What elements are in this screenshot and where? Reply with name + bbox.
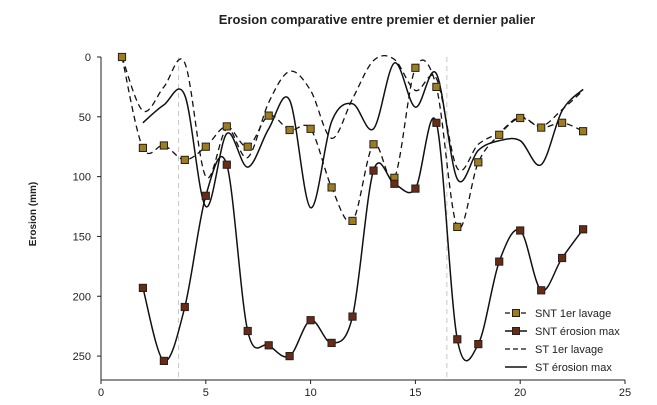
y-tick-label: 0 xyxy=(85,52,91,64)
data-point xyxy=(180,155,189,165)
data-point xyxy=(474,340,483,349)
data-point xyxy=(138,143,148,153)
series-layer xyxy=(117,52,588,365)
data-point xyxy=(180,302,189,312)
data-point xyxy=(411,184,420,193)
data-point xyxy=(579,225,588,234)
series-line xyxy=(121,56,584,230)
legend-label: SNT 1er lavage xyxy=(535,308,611,320)
series-1 xyxy=(138,117,588,365)
y-tick-label: 150 xyxy=(73,231,91,243)
legend-item: ST érosion max xyxy=(505,362,612,374)
data-point xyxy=(201,191,210,200)
data-point xyxy=(537,123,546,132)
data-point xyxy=(579,127,588,136)
series-line xyxy=(142,117,584,362)
x-tick-label: 5 xyxy=(203,387,209,399)
data-point xyxy=(558,118,567,127)
legend: SNT 1er lavage SNT érosion max ST 1er lava… xyxy=(505,308,620,374)
series-3 xyxy=(142,62,584,209)
data-point xyxy=(516,226,525,235)
legend-label: ST érosion max xyxy=(535,362,612,374)
data-point xyxy=(159,356,169,365)
y-tick-label: 50 xyxy=(79,112,91,124)
data-point xyxy=(432,118,441,127)
data-point xyxy=(369,166,378,175)
y-tick-label: 250 xyxy=(73,351,91,363)
x-tick-label: 20 xyxy=(514,387,526,399)
legend-label: ST 1er lavage xyxy=(535,344,603,356)
data-point xyxy=(327,183,336,192)
legend-item: SNT érosion max xyxy=(505,326,620,338)
data-point xyxy=(222,122,231,131)
legend-swatch-marker xyxy=(512,327,520,335)
data-point xyxy=(537,286,546,295)
data-point xyxy=(222,160,231,169)
data-point xyxy=(516,113,525,123)
data-point xyxy=(327,338,336,347)
x-tick-label: 0 xyxy=(98,387,104,399)
x-tick-label: 10 xyxy=(304,387,316,399)
data-point xyxy=(390,179,399,188)
data-point xyxy=(495,257,504,266)
data-point xyxy=(453,335,462,344)
data-point xyxy=(306,316,315,325)
data-point xyxy=(453,222,462,232)
y-axis-label: Erosion (mm) xyxy=(28,182,39,246)
legend-item: SNT 1er lavage xyxy=(505,308,611,320)
data-point xyxy=(558,253,567,263)
data-point xyxy=(201,142,210,151)
data-point xyxy=(432,82,441,92)
data-point xyxy=(243,142,252,151)
data-point xyxy=(264,111,273,120)
series-line xyxy=(142,62,584,209)
data-point xyxy=(138,283,148,292)
data-point xyxy=(474,158,483,167)
x-tick-label: 15 xyxy=(409,387,421,399)
data-point xyxy=(495,130,504,139)
x-tick-label: 25 xyxy=(619,387,631,399)
legend-swatch-marker xyxy=(512,309,520,317)
y-tick-label: 200 xyxy=(73,291,91,303)
data-point xyxy=(411,63,420,72)
series-2 xyxy=(121,55,584,179)
data-point xyxy=(243,326,252,336)
data-point xyxy=(369,140,378,149)
data-point xyxy=(285,125,294,135)
series-0 xyxy=(117,52,588,232)
data-point xyxy=(264,341,273,350)
legend-label: SNT érosion max xyxy=(535,326,620,338)
legend-item: ST 1er lavage xyxy=(505,344,603,356)
data-point xyxy=(159,141,169,150)
reference-lines xyxy=(178,57,448,380)
data-point xyxy=(285,352,294,361)
data-point xyxy=(348,216,357,226)
chart-title: Erosion comparative entre premier et der… xyxy=(219,12,535,27)
series-line xyxy=(121,55,584,179)
data-point xyxy=(117,52,127,62)
data-point xyxy=(348,312,357,321)
y-tick-label: 100 xyxy=(73,172,91,184)
data-point xyxy=(306,124,315,133)
